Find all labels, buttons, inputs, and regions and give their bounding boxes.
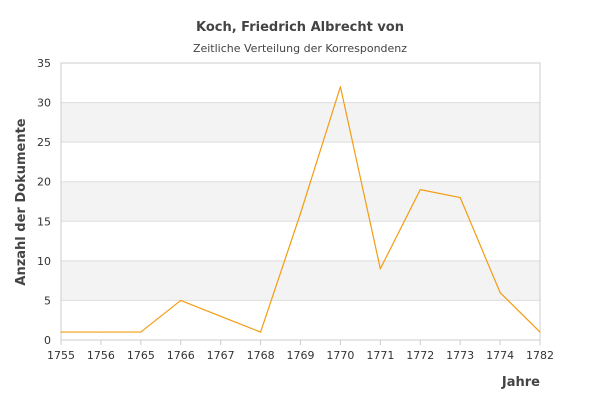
data-point	[539, 331, 541, 333]
y-tick-label: 20	[37, 176, 51, 189]
y-tick-label: 15	[37, 215, 51, 228]
x-axis-ticks: 1755 1756 1765 1766 1767 1768 1769 1770 1771 1772…	[47, 340, 554, 362]
data-point	[100, 331, 102, 333]
data-point	[259, 331, 262, 333]
data-point	[339, 86, 342, 88]
x-tick-label: 1773	[446, 349, 474, 362]
data-point	[379, 268, 381, 270]
x-tick-label: 1782	[526, 349, 554, 362]
data-point	[140, 331, 142, 333]
y-tick-label: 5	[44, 294, 51, 307]
x-tick-label: 1771	[366, 349, 394, 362]
data-point	[419, 189, 421, 191]
y-tick-label: 35	[37, 57, 51, 70]
data-point	[459, 196, 461, 199]
y-tick-label: 30	[37, 97, 51, 110]
x-axis-title: Jahre	[501, 375, 540, 390]
x-tick-label: 1770	[326, 349, 354, 362]
y-tick-label: 25	[37, 136, 51, 149]
chart-subtitle: Zeitliche Verteilung der Korrespondenz	[193, 42, 407, 55]
data-point	[60, 331, 62, 333]
x-tick-label: 1755	[47, 349, 75, 362]
plot-band	[61, 260, 540, 301]
y-axis-title: Anzahl der Dokumente	[14, 118, 29, 285]
plot-band	[61, 102, 540, 143]
chart-title: Koch, Friedrich Albrecht von	[196, 20, 404, 35]
x-tick-label: 1756	[87, 349, 115, 362]
y-axis-ticks: 0 5 10 15 20 25 30 35	[37, 57, 51, 347]
x-tick-label: 1765	[127, 349, 155, 362]
data-point	[299, 212, 302, 214]
plot-bands	[61, 102, 540, 301]
x-tick-label: 1766	[167, 349, 195, 362]
x-tick-label: 1768	[247, 349, 275, 362]
data-point	[499, 291, 501, 294]
data-point	[220, 315, 222, 317]
x-tick-label: 1767	[207, 349, 235, 362]
x-tick-label: 1774	[486, 349, 514, 362]
x-tick-label: 1772	[406, 349, 434, 362]
data-point	[180, 299, 182, 302]
y-tick-label: 10	[37, 255, 51, 268]
x-tick-label: 1769	[287, 349, 315, 362]
y-tick-label: 0	[44, 334, 51, 347]
series-layer	[60, 86, 541, 333]
